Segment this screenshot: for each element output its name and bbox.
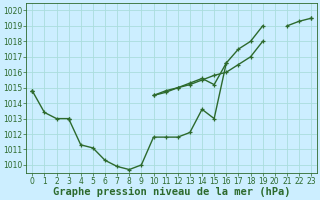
X-axis label: Graphe pression niveau de la mer (hPa): Graphe pression niveau de la mer (hPa) <box>53 187 291 197</box>
